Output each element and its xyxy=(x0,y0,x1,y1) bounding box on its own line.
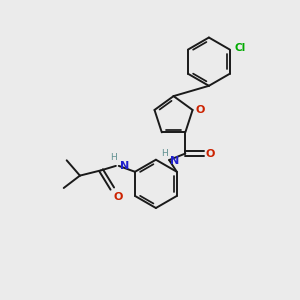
Text: O: O xyxy=(206,148,215,158)
Text: O: O xyxy=(196,105,205,115)
Text: N: N xyxy=(170,156,180,166)
Text: O: O xyxy=(113,191,123,202)
Text: N: N xyxy=(120,161,130,171)
Text: H: H xyxy=(111,153,117,162)
Text: Cl: Cl xyxy=(234,43,245,53)
Text: H: H xyxy=(161,149,168,158)
